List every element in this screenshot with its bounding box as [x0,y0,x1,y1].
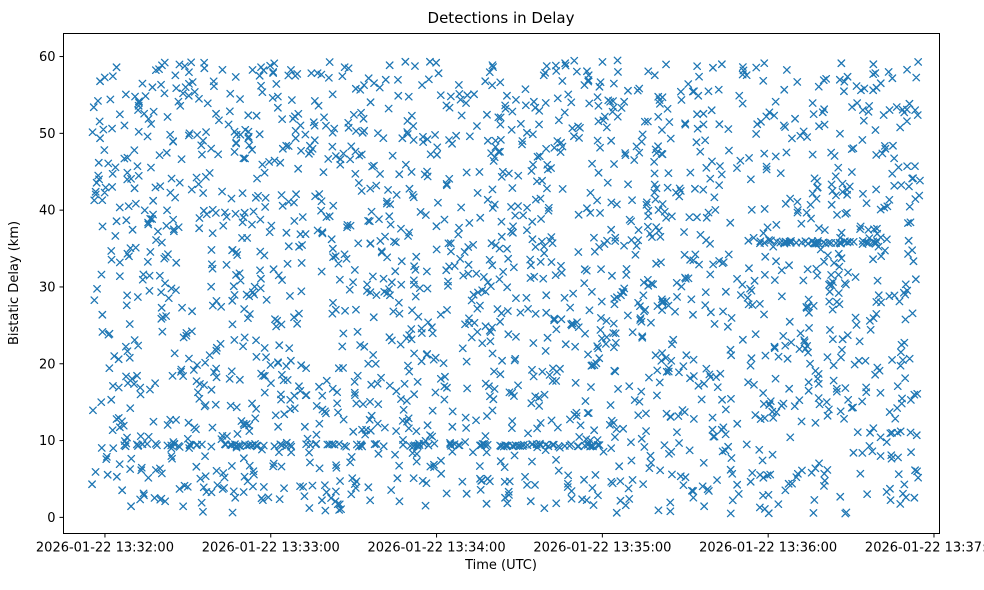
x-tick-label: 2026-01-22 13:34:00 [368,541,506,556]
x-tick-label: 2026-01-22 13:33:00 [202,541,340,556]
scatter-marker-path [88,56,924,518]
x-tick-label: 2026-01-22 13:37:00 [865,541,984,556]
y-tick-label: 10 [39,434,56,449]
y-tick-label: 50 [39,127,56,142]
y-tick-label: 0 [47,511,55,526]
scatter-points [88,56,924,518]
y-tick-label: 40 [39,204,56,219]
y-tick-label: 30 [39,280,56,295]
x-tick-label: 2026-01-22 13:35:00 [533,541,671,556]
x-axis-ticks: 2026-01-22 13:32:00 2026-01-22 13:33:00 20… [36,533,984,556]
y-axis-ticks: 0 10 20 30 40 50 60 [39,50,64,526]
x-axis-label: Time (UTC) [464,558,537,573]
chart-title: Detections in Delay [428,9,575,27]
x-tick-label: 2026-01-22 13:32:00 [36,541,174,556]
y-tick-label: 60 [39,50,56,65]
y-tick-label: 20 [39,357,56,372]
x-tick-label: 2026-01-22 13:36:00 [699,541,837,556]
y-axis-label: Bistatic Delay (km) [7,221,22,345]
